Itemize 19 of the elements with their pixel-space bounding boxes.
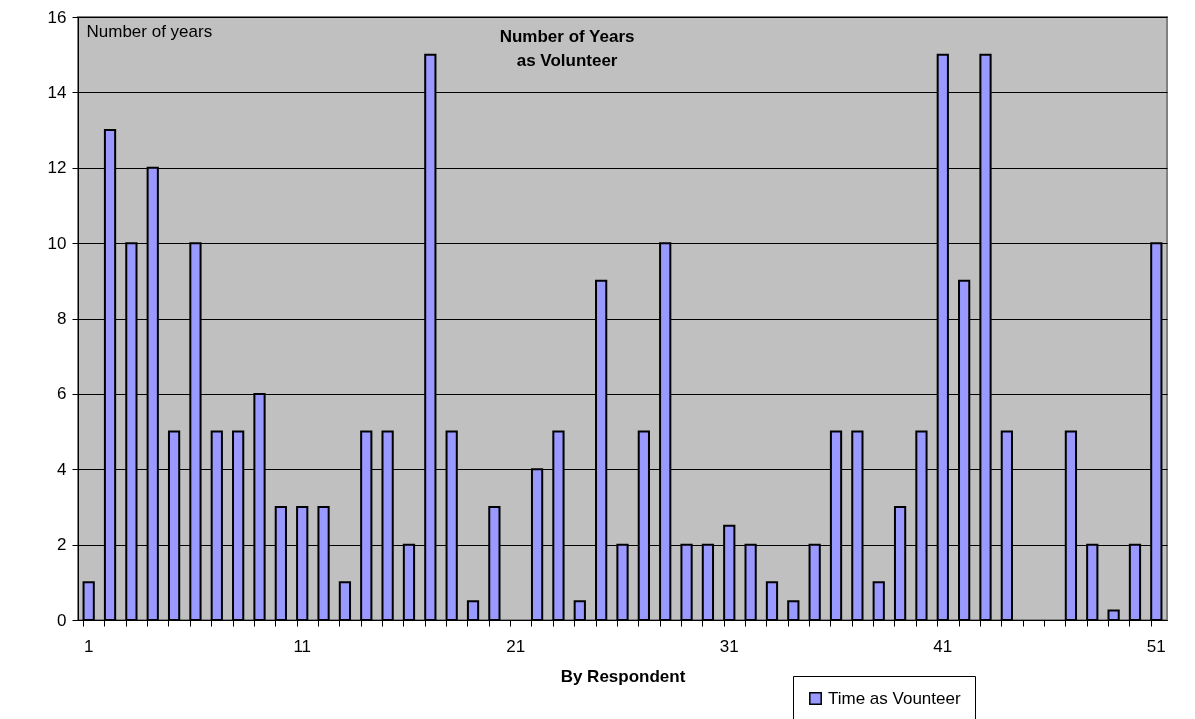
x-tick-label: 21	[506, 636, 526, 656]
text: Number of Years as Volunteer	[499, 27, 635, 70]
y-tick-label: 14	[47, 82, 67, 102]
legend-label: Time as Vounteer	[828, 688, 961, 708]
y-tick-label: 0	[57, 610, 67, 630]
y-axis-title: Number of years	[86, 21, 213, 41]
y-tick-label: 12	[47, 158, 67, 178]
y-tick-label: 10	[47, 233, 67, 253]
y-tick-label: 2	[57, 535, 67, 555]
y-tick-label: 16	[47, 7, 67, 27]
x-tick-label: 31	[719, 636, 739, 656]
y-tick-label: 8	[57, 309, 67, 328]
x-axis-title: By Respondent	[560, 666, 686, 686]
y-tick-label: 6	[57, 384, 67, 404]
x-tick-label: 41	[933, 636, 953, 656]
y-tick-label: 4	[57, 459, 67, 479]
x-tick-label: 1	[83, 636, 94, 656]
x-tick-label: 11	[293, 636, 312, 656]
x-tick-label: 51	[1146, 636, 1166, 656]
